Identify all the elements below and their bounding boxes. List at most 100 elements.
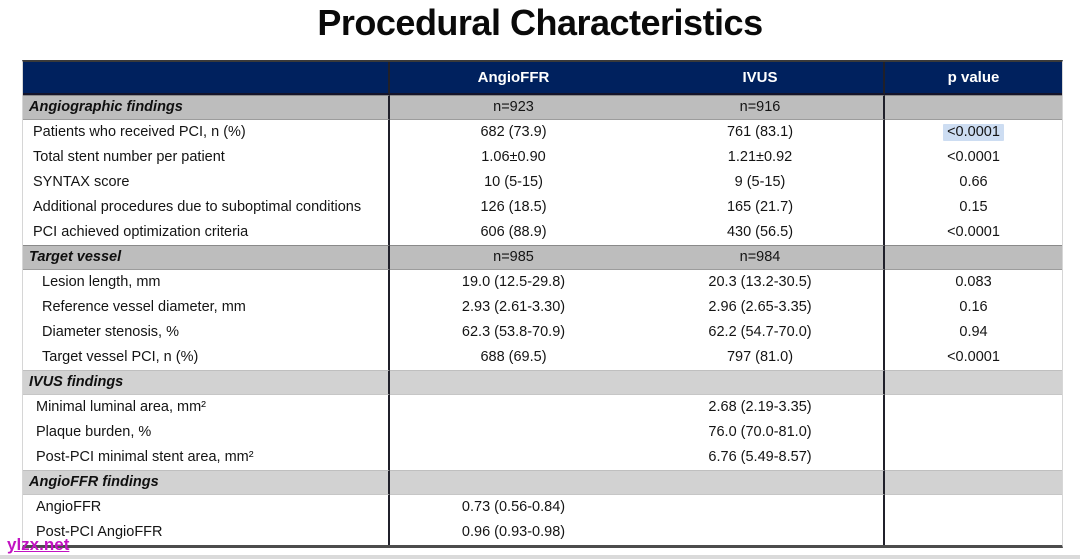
table-row: Diameter stenosis, % 62.3 (53.8-70.9) 62…: [23, 320, 1062, 345]
ivus-cell: 9 (5-15): [637, 170, 885, 195]
angioffr-cell: 126 (18.5): [480, 199, 547, 216]
pvalue-cell: <0.0001: [947, 349, 1000, 366]
table-row: PCI achieved optimization criteria 606 (…: [23, 220, 1062, 245]
angioffr-cell: 1.06±0.90: [481, 149, 546, 166]
angioffr-cell: 2.93 (2.61-3.30): [461, 299, 566, 316]
angioffr-cell: 19.0 (12.5-29.8): [461, 274, 566, 291]
highlighted-pvalue: <0.0001: [943, 124, 1004, 141]
row-label-cell: Additional procedures due to suboptimal …: [23, 195, 390, 220]
angioffr-n-cell: n=985: [390, 245, 637, 270]
angioffr-n-cell: n=923: [390, 95, 637, 120]
pvalue-n-cell: [885, 370, 1062, 395]
angioffr-cell: 62.3 (53.8-70.9): [461, 324, 566, 341]
table-row: Additional procedures due to suboptimal …: [23, 195, 1062, 220]
table-row: Post-PCI AngioFFR 0.96 (0.93-0.98): [23, 520, 1062, 545]
pvalue-cell: [885, 495, 1062, 520]
pvalue-cell: <0.0001: [885, 120, 1062, 145]
table-header-row: AngioFFR IVUS p value: [23, 62, 1062, 95]
angioffr-cell: 688 (69.5): [480, 349, 547, 366]
pvalue-n-cell: [885, 245, 1062, 270]
section-label: Target vessel: [23, 245, 390, 270]
angioffr-cell: 606 (88.9): [480, 224, 547, 241]
ivus-cell: [637, 520, 885, 545]
angioffr-n-cell: [390, 470, 637, 495]
table-row: Lesion length, mm 19.0 (12.5-29.8) 20.3 …: [23, 270, 1062, 295]
section-label: Angiographic findings: [23, 95, 390, 120]
header-ivus: IVUS: [637, 62, 885, 95]
procedural-characteristics-table: AngioFFR IVUS p value Angiographic findi…: [22, 60, 1063, 548]
pvalue-cell: [885, 420, 1062, 445]
section-label: AngioFFR findings: [23, 470, 390, 495]
row-label-cell: Total stent number per patient: [23, 145, 390, 170]
pvalue-cell: 0.16: [959, 299, 988, 316]
row-label-cell: Plaque burden, %: [23, 420, 390, 445]
angioffr-cell: [390, 445, 637, 470]
section-label: IVUS findings: [23, 370, 390, 395]
ivus-n-cell: [637, 370, 885, 395]
header-angioffr: AngioFFR: [390, 62, 637, 95]
table-row: AngioFFR 0.73 (0.56-0.84): [23, 495, 1062, 520]
row-label-cell: SYNTAX score: [23, 170, 390, 195]
row-label-cell: AngioFFR: [23, 495, 390, 520]
pvalue-cell: [885, 395, 1062, 420]
angioffr-cell: 0.96 (0.93-0.98): [461, 524, 566, 541]
slide-bottom-edge: [0, 555, 1080, 559]
row-label-cell: Patients who received PCI, n (%): [23, 120, 390, 145]
header-pvalue: p value: [885, 62, 1062, 95]
pvalue-cell: 0.083: [955, 274, 992, 291]
pvalue-n-cell: [885, 470, 1062, 495]
ivus-cell: 20.3 (13.2-30.5): [637, 270, 885, 295]
row-label-cell: Reference vessel diameter, mm: [23, 295, 390, 320]
section-row-target-vessel: Target vessel n=985 n=984: [23, 245, 1062, 270]
ivus-n-cell: n=916: [637, 95, 885, 120]
table-row: Minimal luminal area, mm² 2.68 (2.19-3.3…: [23, 395, 1062, 420]
section-row-angioffr-findings: AngioFFR findings: [23, 470, 1062, 495]
ivus-cell: 797 (81.0): [637, 345, 885, 370]
watermark-link[interactable]: ylzx.net: [7, 535, 70, 554]
ivus-cell: 1.21±0.92: [637, 145, 885, 170]
table-row: Total stent number per patient 1.06±0.90…: [23, 145, 1062, 170]
row-label-cell: Diameter stenosis, %: [23, 320, 390, 345]
pvalue-cell: <0.0001: [947, 149, 1000, 166]
ivus-cell: 430 (56.5): [637, 220, 885, 245]
table-row: Plaque burden, % 76.0 (70.0-81.0): [23, 420, 1062, 445]
pvalue-cell: [885, 520, 1062, 545]
row-label-cell: Lesion length, mm: [23, 270, 390, 295]
pvalue-n-cell: [885, 95, 1062, 120]
ivus-cell: 6.76 (5.49-8.57): [637, 445, 885, 470]
page-title: Procedural Characteristics: [317, 2, 763, 43]
pvalue-cell: <0.0001: [947, 224, 1000, 241]
angioffr-cell: 0.73 (0.56-0.84): [461, 499, 566, 516]
angioffr-cell: 10 (5-15): [484, 174, 543, 191]
ivus-cell: 76.0 (70.0-81.0): [637, 420, 885, 445]
ivus-n-cell: n=984: [637, 245, 885, 270]
pvalue-cell: 0.66: [959, 174, 988, 191]
table-row: Target vessel PCI, n (%) 688 (69.5) 797 …: [23, 345, 1062, 370]
row-label-cell: Minimal luminal area, mm²: [23, 395, 390, 420]
pvalue-cell: [885, 445, 1062, 470]
ivus-cell: 62.2 (54.7-70.0): [637, 320, 885, 345]
table-row: Patients who received PCI, n (%) 682 (73…: [23, 120, 1062, 145]
section-row-ivus-findings: IVUS findings: [23, 370, 1062, 395]
table-row: Post-PCI minimal stent area, mm² 6.76 (5…: [23, 445, 1062, 470]
row-label-cell: Post-PCI minimal stent area, mm²: [23, 445, 390, 470]
header-empty-cell: [23, 62, 390, 95]
ivus-cell: 2.68 (2.19-3.35): [637, 395, 885, 420]
table-row: SYNTAX score 10 (5-15) 9 (5-15) 0.66: [23, 170, 1062, 195]
row-label-cell: Target vessel PCI, n (%): [23, 345, 390, 370]
pvalue-cell: 0.94: [959, 324, 988, 341]
ivus-cell: [637, 495, 885, 520]
row-label-cell: PCI achieved optimization criteria: [23, 220, 390, 245]
angioffr-n-cell: [390, 370, 637, 395]
table-row: Reference vessel diameter, mm 2.93 (2.61…: [23, 295, 1062, 320]
angioffr-cell: 682 (73.9): [480, 124, 547, 141]
angioffr-cell: [390, 420, 637, 445]
ivus-cell: 2.96 (2.65-3.35): [637, 295, 885, 320]
ivus-n-cell: [637, 470, 885, 495]
ivus-cell: 165 (21.7): [637, 195, 885, 220]
angioffr-cell: [390, 395, 637, 420]
section-row-angiographic-findings: Angiographic findings n=923 n=916: [23, 95, 1062, 120]
ivus-cell: 761 (83.1): [637, 120, 885, 145]
row-label-cell: Post-PCI AngioFFR: [23, 520, 390, 545]
pvalue-cell: 0.15: [959, 199, 988, 216]
